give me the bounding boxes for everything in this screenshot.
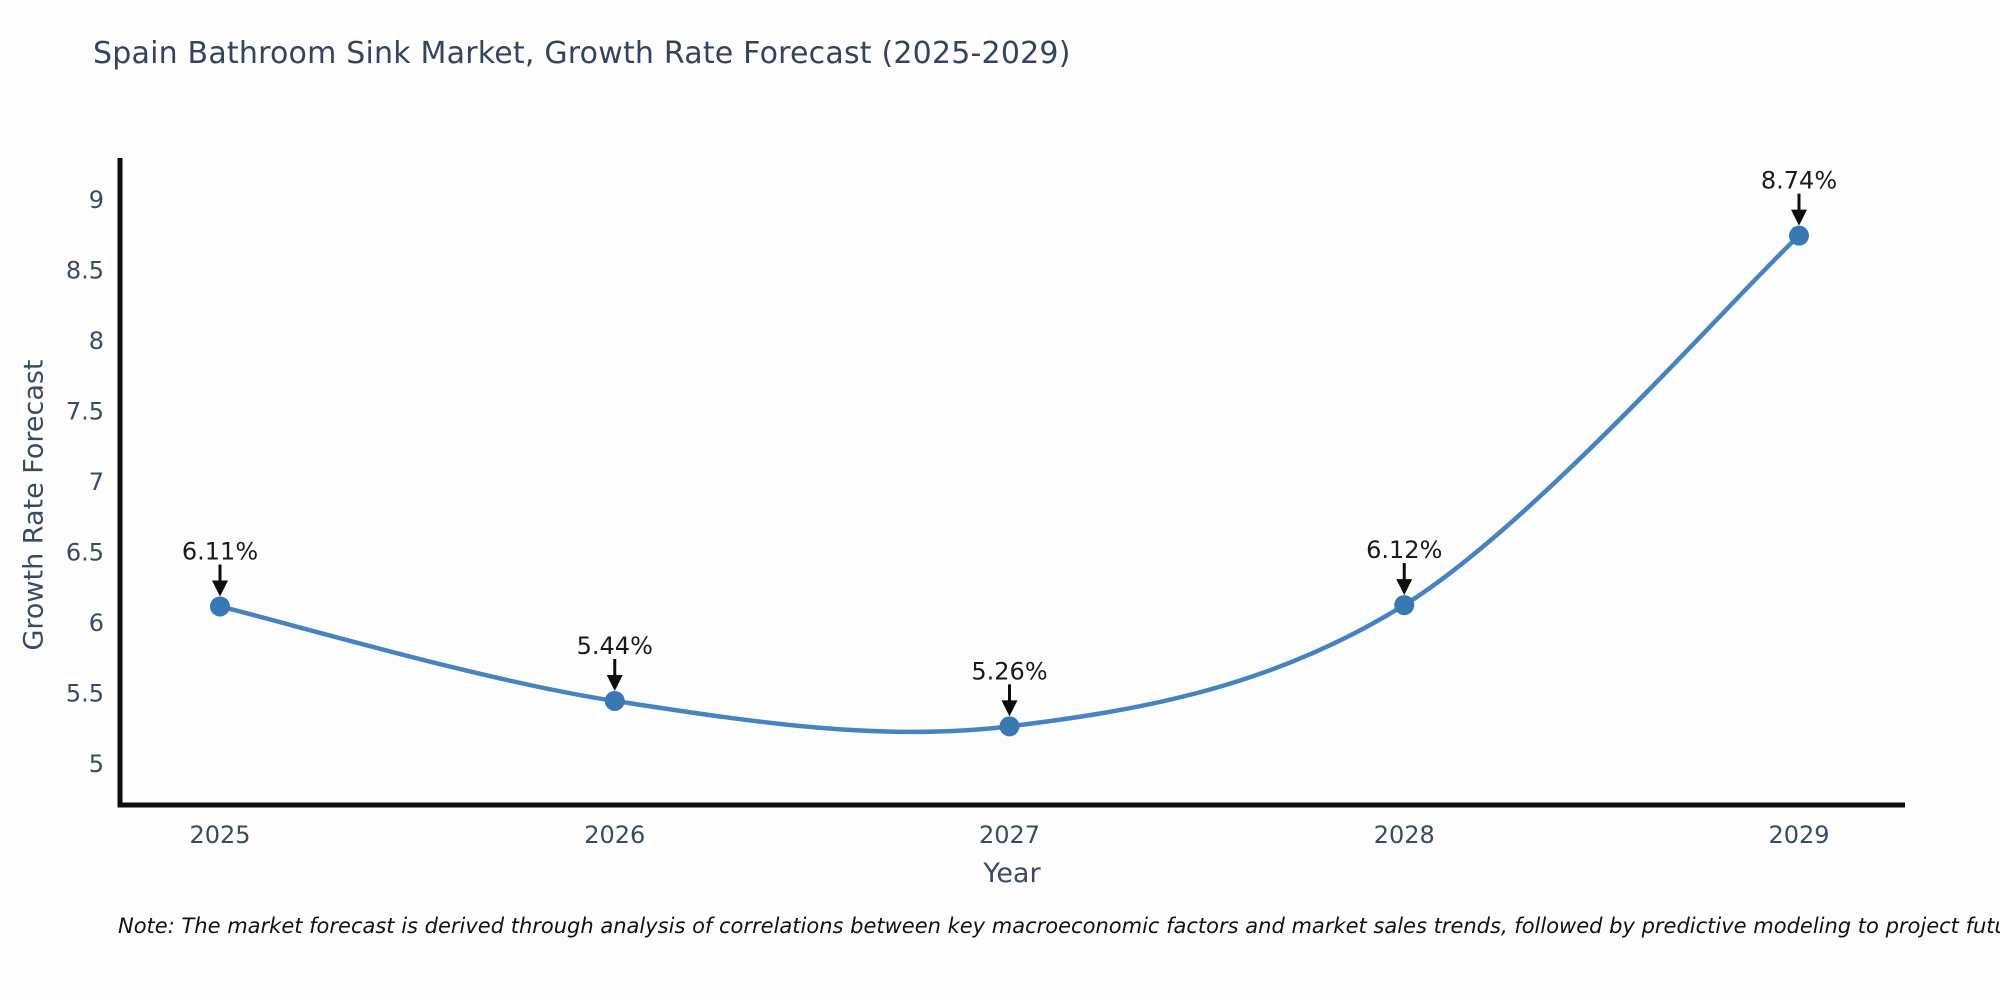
x-tick-label: 2026 bbox=[584, 821, 645, 849]
point-value-label: 6.12% bbox=[1366, 536, 1442, 564]
series-line bbox=[217, 233, 1802, 735]
y-tick-label: 9 bbox=[89, 186, 104, 214]
x-tick-labels: 2025 2026 2027 2028 2029 bbox=[189, 821, 1829, 849]
y-tick-label: 6.5 bbox=[66, 539, 104, 567]
annotation-arrowhead bbox=[1791, 209, 1807, 226]
y-tick-label: 6 bbox=[89, 609, 104, 637]
point-value-label: 8.74% bbox=[1761, 167, 1837, 195]
data-point-marker bbox=[999, 716, 1020, 737]
x-axis-title: Year bbox=[983, 858, 1041, 889]
point-value-label: 5.44% bbox=[577, 632, 653, 660]
x-tick-label: 2027 bbox=[979, 821, 1040, 849]
annotation-arrowhead bbox=[1001, 700, 1018, 717]
point-value-label: 5.26% bbox=[971, 657, 1047, 685]
y-tick-labels: 5 5.5 6 6.5 7 7.5 8 8.5 9 bbox=[66, 186, 104, 778]
point-annotations: 6.11% 5.44% 5.26% 6.12% 8.74% bbox=[182, 167, 1837, 717]
footnote: Note: The market forecast is derived thr… bbox=[118, 914, 2000, 938]
data-point-marker bbox=[1789, 225, 1809, 246]
x-tick-label: 2029 bbox=[1768, 821, 1829, 849]
x-tick-label: 2028 bbox=[1374, 821, 1435, 849]
forecast-curve bbox=[217, 233, 1802, 735]
point-value-label: 6.11% bbox=[182, 537, 258, 565]
annotation-arrowhead bbox=[606, 674, 623, 691]
x-tick-label: 2025 bbox=[189, 821, 250, 849]
annotation-arrowhead bbox=[1396, 579, 1413, 596]
chart-title: Spain Bathroom Sink Market, Growth Rate … bbox=[93, 36, 1071, 71]
data-point-marker bbox=[604, 690, 625, 711]
annotation-arrowhead bbox=[212, 580, 228, 597]
y-tick-label: 8.5 bbox=[66, 257, 104, 285]
data-point-markers bbox=[210, 225, 1809, 737]
y-tick-label: 5 bbox=[89, 750, 104, 778]
y-tick-label: 8 bbox=[89, 327, 104, 355]
data-point-marker bbox=[210, 596, 230, 617]
y-axis-title: Growth Rate Forecast bbox=[18, 359, 50, 651]
data-point-marker bbox=[1394, 595, 1415, 616]
y-tick-label: 5.5 bbox=[66, 680, 104, 708]
y-tick-label: 7.5 bbox=[66, 398, 104, 426]
y-tick-label: 7 bbox=[89, 468, 104, 496]
